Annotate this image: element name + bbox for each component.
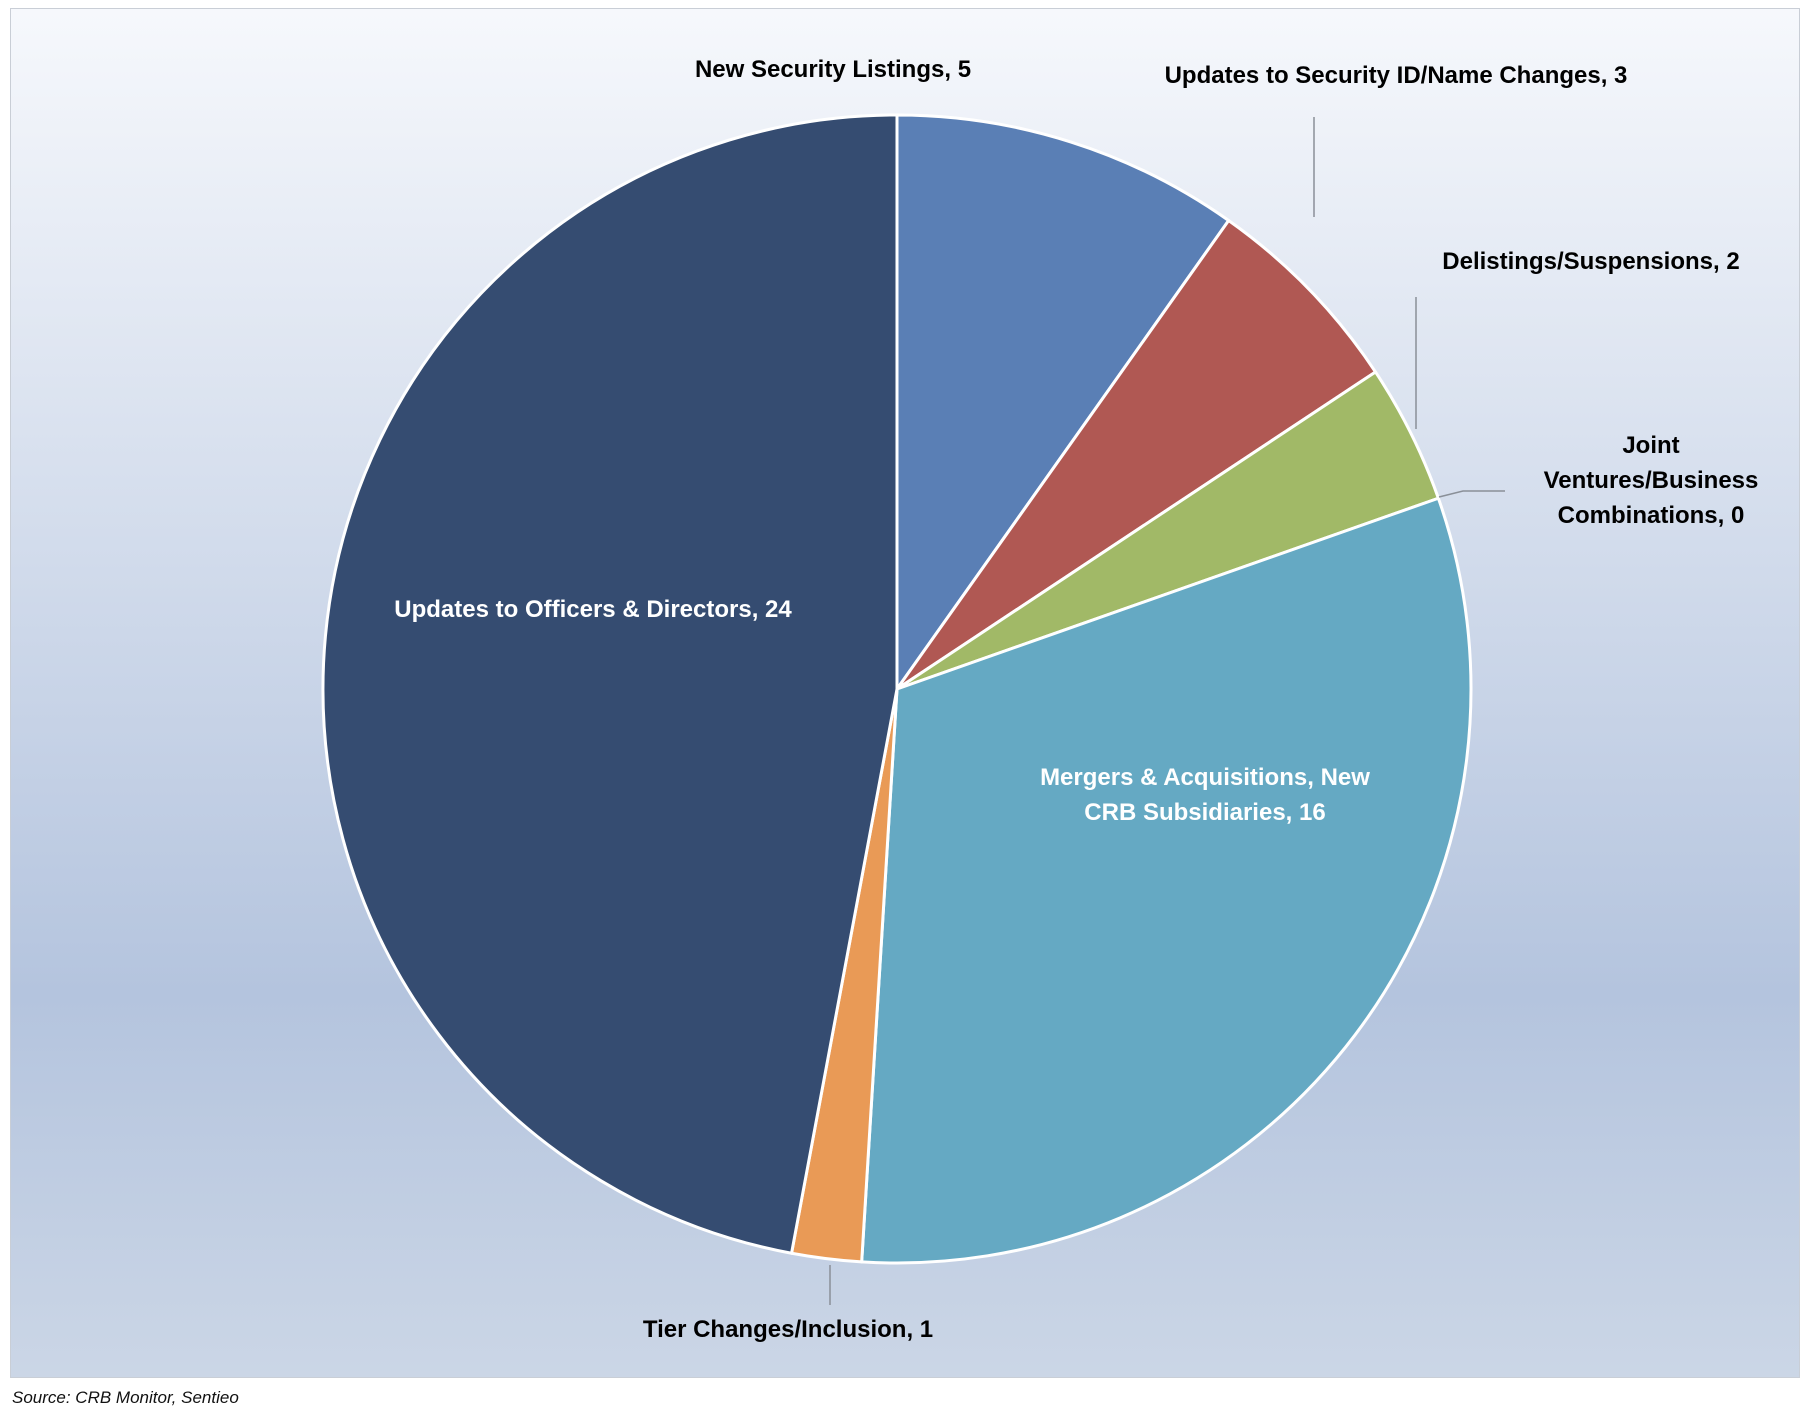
slice-label-updates-to-officers-and-directors: Updates to Officers & Directors, 24 <box>394 596 792 623</box>
slice-label-new-security-listings: New Security Listings, 5 <box>695 56 971 83</box>
source-note: Source: CRB Monitor, Sentieo <box>12 1388 239 1407</box>
pie-slices <box>321 113 1473 1265</box>
slice-label-joint-ventures-business-combinations: Joint Ventures/Business Combinations, 0 <box>1544 432 1759 529</box>
pie-slice-updates-to-officers-and-directors <box>321 113 899 1255</box>
pie-slice-mergers-and-acquisitions-new-crb-subsidiaries <box>860 496 1473 1265</box>
leader-lines <box>829 117 1505 1305</box>
slice-label-delistings-suspensions: Delistings/Suspensions, 2 <box>1442 248 1739 275</box>
pie-slice-updates-to-security-id-name-changes <box>895 219 1377 691</box>
slice-label-updates-to-security-id-name-changes: Updates to Security ID/Name Changes, 3 <box>1165 62 1628 89</box>
slice-label-mergers-and-acquisitions-new-crb-subsidiaries: Mergers & Acquisitions, New CRB Subsidiar… <box>1040 764 1370 826</box>
pie-slice-new-security-listings <box>895 113 1231 691</box>
pie-chart: New Security Listings, 5 Updates to Secur… <box>10 8 1800 1378</box>
slice-labels: New Security Listings, 5 Updates to Secur… <box>394 56 1758 1343</box>
slice-label-tier-changes-inclusion: Tier Changes/Inclusion, 1 <box>643 1316 933 1343</box>
pie-chart-svg: New Security Listings, 5 Updates to Secur… <box>11 9 1799 1377</box>
leader-line-joint-ventures-business-combinations <box>1438 490 1505 498</box>
